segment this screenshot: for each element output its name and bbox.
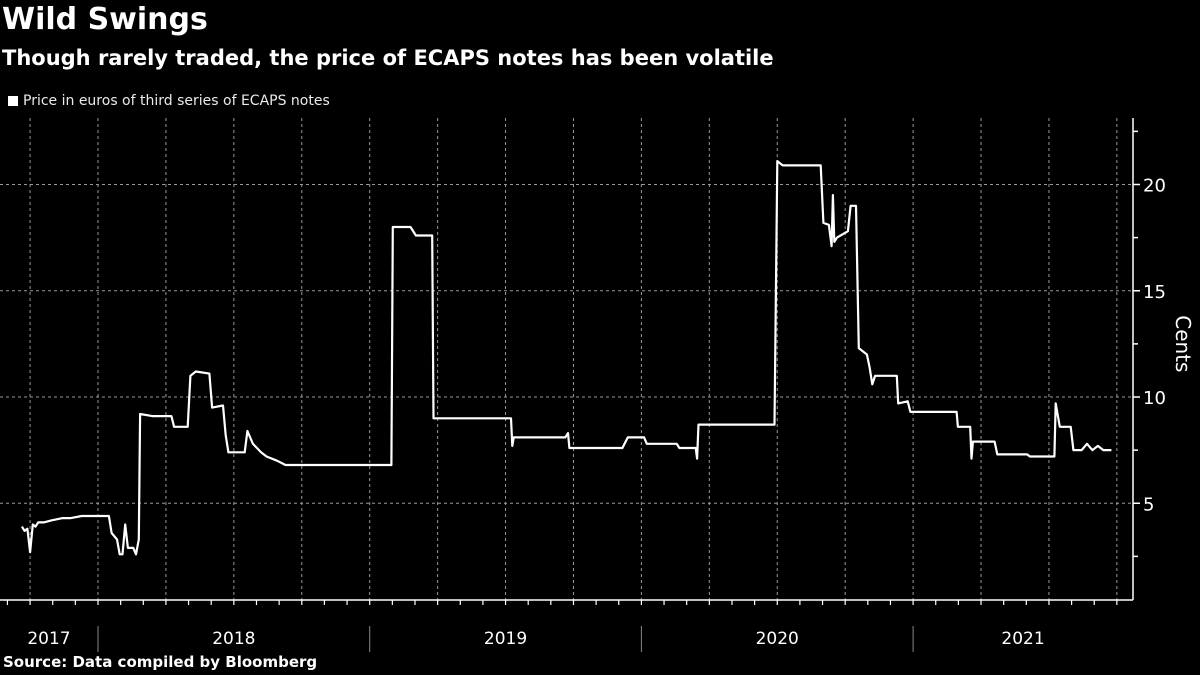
- axes: [0, 118, 1140, 652]
- x-year-label: 2020: [756, 629, 799, 649]
- series-points: [21, 161, 1112, 555]
- x-year-label: 2019: [484, 629, 527, 649]
- chart-title: Wild Swings: [2, 2, 208, 37]
- legend-swatch: [8, 96, 18, 106]
- x-year-label: 2017: [27, 629, 70, 649]
- source-note: Source: Data compiled by Bloomberg: [3, 653, 318, 671]
- y-tick-label: 10: [1143, 388, 1166, 409]
- y-tick-label: 5: [1143, 494, 1154, 515]
- y-tick-label: 15: [1143, 282, 1166, 303]
- chart-subtitle: Though rarely traded, the price of ECAPS…: [2, 46, 774, 70]
- x-year-label: 2021: [1001, 629, 1044, 649]
- x-year-labels: 2017 2018 2019 2020 2021: [27, 629, 1044, 649]
- x-year-label: 2018: [212, 629, 255, 649]
- y-axis-title: Cents: [1171, 315, 1195, 372]
- legend: Price in euros of third series of ECAPS …: [8, 91, 330, 111]
- legend-label: Price in euros of third series of ECAPS …: [23, 93, 330, 109]
- y-tick-label: 20: [1143, 176, 1166, 197]
- y-ticks: 5 10 15 20: [1143, 176, 1166, 516]
- series-line: [20, 160, 1112, 556]
- gridlines: [0, 118, 1133, 600]
